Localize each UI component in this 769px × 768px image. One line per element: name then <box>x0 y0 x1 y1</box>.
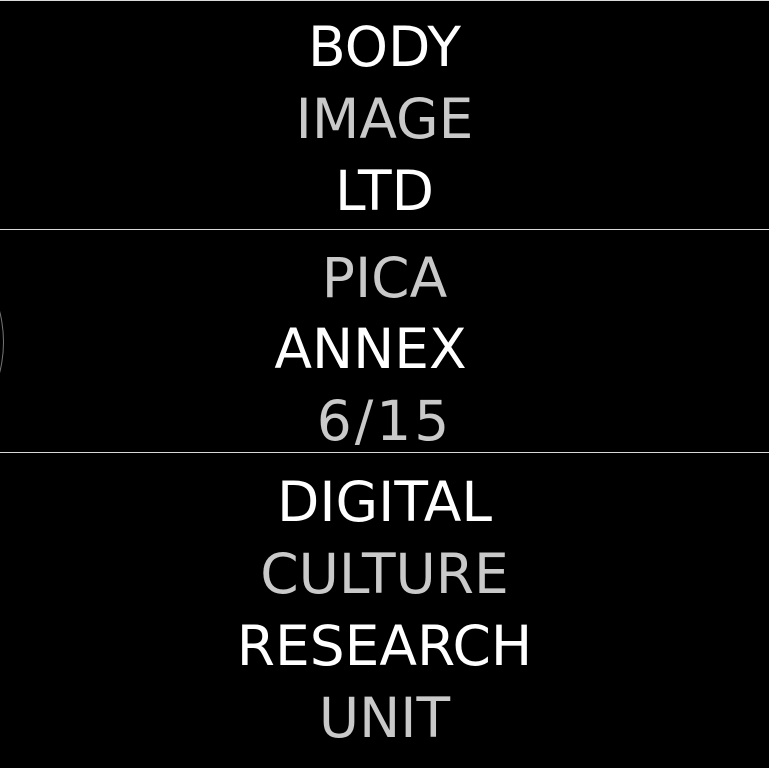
section-divider-2 <box>0 452 769 453</box>
text-line-research: RESEARCH <box>236 614 533 678</box>
text-line-culture: CULTURE <box>260 542 509 606</box>
text-line-date: 6/15 <box>316 389 453 453</box>
text-line-annex: ANNEX <box>274 317 467 381</box>
text-line-digital: DIGITAL <box>276 470 492 534</box>
text-line-body: BODY <box>308 15 461 79</box>
text-line-unit: UNIT <box>318 686 451 750</box>
text-line-image: IMAGE <box>295 87 474 151</box>
section-divider-1 <box>0 229 769 230</box>
top-divider <box>0 0 769 1</box>
text-line-ltd: LTD <box>334 159 435 223</box>
text-line-pica: PICA <box>321 246 448 310</box>
